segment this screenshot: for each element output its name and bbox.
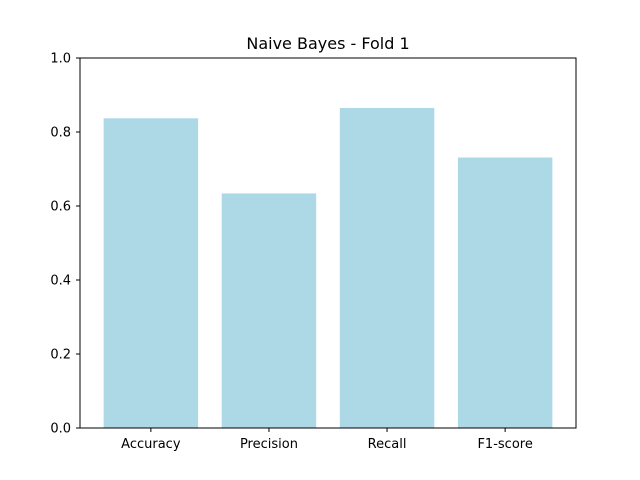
y-tick-label: 0.8 [50,126,71,141]
x-tick-label: Precision [240,437,298,452]
plot-frame [79,57,577,429]
bar-f1-score [457,157,553,428]
y-tick-label: 0.0 [50,422,71,437]
x-tick-label: F1-score [477,437,532,452]
bar-recall [339,107,435,428]
bar-accuracy [103,118,199,428]
chart-title: Naive Bayes - Fold 1 [246,34,409,53]
y-tick-label: 0.2 [50,348,71,363]
y-tick-label: 1.0 [50,52,71,67]
x-tick-label: Recall [368,437,407,452]
y-tick-label: 0.6 [50,200,71,215]
y-tick-label: 0.4 [50,274,71,289]
y-axis: 0.0 0.2 0.4 0.6 0.8 1.0 [50,52,80,437]
x-axis: Accuracy Precision Recall F1-score [121,428,533,452]
x-tick-label: Accuracy [121,437,181,452]
bars-group [103,107,553,428]
bar-precision [221,193,317,428]
